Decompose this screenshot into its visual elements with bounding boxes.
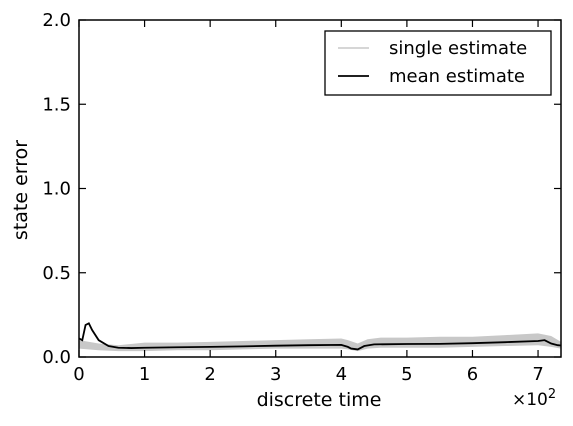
x-scale-exponent: 2 [548, 387, 556, 402]
x-tick-label: 7 [532, 364, 543, 385]
x-tick-label: 6 [467, 364, 478, 385]
x-tick-label: 0 [73, 364, 84, 385]
legend-label-mean-estimate: mean estimate [389, 66, 525, 87]
x-tick-label: 3 [270, 364, 281, 385]
x-tick-label: 2 [204, 364, 215, 385]
x-tick-label: 4 [336, 364, 347, 385]
y-tick-label: 0.0 [42, 347, 71, 368]
x-axis-label: discrete time [257, 389, 382, 411]
y-tick-label: 1.5 [42, 94, 71, 115]
series-mean-estimate-line [78, 322, 562, 351]
y-tick-label: 1.0 [42, 179, 71, 200]
plot-area [78, 322, 562, 352]
y-tick-label: 0.5 [42, 263, 71, 284]
y-tick-label: 2.0 [42, 10, 71, 31]
x-scale-multiplier: ×102 [512, 387, 556, 410]
legend-label-single-estimate: single estimate [389, 38, 527, 59]
legend-box [324, 30, 552, 96]
x-tick-label: 1 [139, 364, 150, 385]
legend: single estimate mean estimate [324, 30, 552, 96]
y-axis-label: state error [10, 140, 32, 240]
x-tick-label: 5 [401, 364, 412, 385]
axis-ticks: 0 1 2 3 4 5 6 7 0.0 0.5 1.0 1.5 2.0 [42, 10, 561, 385]
